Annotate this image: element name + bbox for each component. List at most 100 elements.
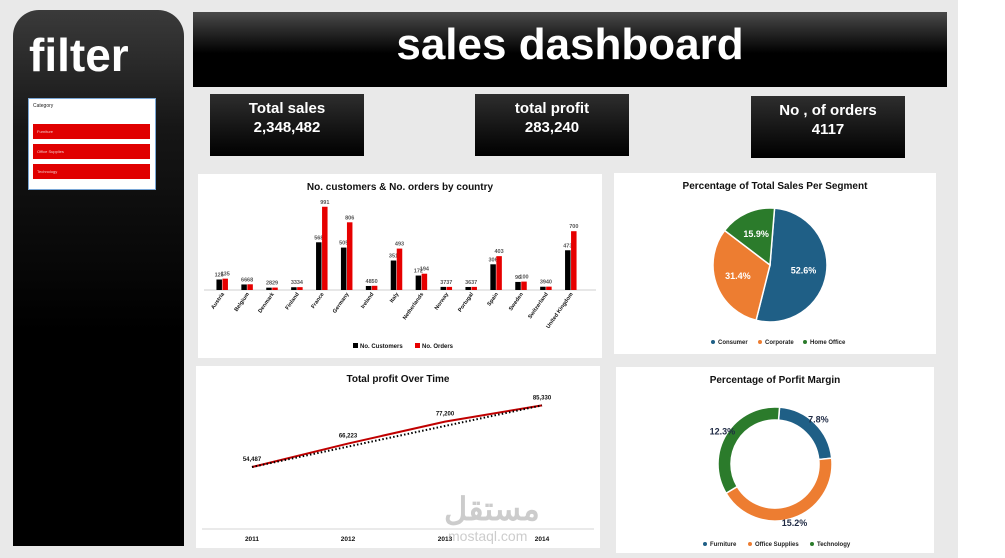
bar xyxy=(421,273,428,290)
legend-label: Corporate xyxy=(765,340,794,346)
data-label: 700 xyxy=(569,224,578,230)
tick-label: 2012 xyxy=(341,536,356,543)
bar xyxy=(266,287,272,290)
chart-title: No. customers & No. orders by country xyxy=(306,182,494,193)
data-label: 77,200 xyxy=(436,412,455,418)
data-label: 7.8% xyxy=(808,415,829,425)
kpi-value: 283,240 xyxy=(524,119,580,136)
trendline xyxy=(251,404,543,469)
tick-label: Switzerland xyxy=(527,292,549,320)
data-label: 12.3% xyxy=(710,426,736,436)
legend-label: Technology xyxy=(817,542,851,548)
pie-slice xyxy=(755,207,828,323)
pie-slice xyxy=(723,207,776,267)
bar xyxy=(297,287,303,290)
kpi-total-profit: total profit 283,240 xyxy=(475,94,629,156)
chart-title: Percentage of Total Sales Per Segment xyxy=(682,181,868,192)
kpi-value: 2,348,482 xyxy=(253,119,321,136)
slicer-header: Category xyxy=(33,103,54,109)
bar xyxy=(340,247,347,290)
watermark-logo: مستقل xyxy=(444,491,540,527)
data-label: 66,223 xyxy=(339,434,358,440)
legend-swatch xyxy=(748,542,752,546)
margin-donut-panel: Percentage of Porfit Margin 7.8% 15.2% 12.… xyxy=(616,367,934,553)
tick-label: United Kingdom xyxy=(545,292,574,330)
bar xyxy=(515,281,521,290)
kpi-label: total profit xyxy=(514,100,590,117)
tick-label: Denmark xyxy=(257,291,276,314)
data-label: 15.9% xyxy=(743,229,769,239)
line-chart-panel: Total profit Over Time 54,487 2011 66,223 2… xyxy=(196,366,600,548)
data-label: 28 xyxy=(266,281,272,287)
legend-swatch xyxy=(353,343,358,348)
bar xyxy=(521,281,527,290)
pie-slice xyxy=(725,457,833,522)
bar xyxy=(222,278,228,290)
bar xyxy=(216,279,222,290)
pie-slice xyxy=(717,406,781,495)
legend-label: Office Supplies xyxy=(755,542,799,548)
data-label: 806 xyxy=(345,215,354,221)
data-label: 85,330 xyxy=(533,395,552,401)
bar xyxy=(371,285,378,290)
margin-donut-chart: 7.8% 15.2% 12.3% Furniture Office Supplies Te… xyxy=(703,406,851,548)
data-label: 306 xyxy=(489,257,498,263)
tick-label: Finland xyxy=(285,292,301,311)
bar xyxy=(446,286,453,290)
tick-label: Austria xyxy=(210,291,226,311)
bar xyxy=(471,286,477,290)
tick-label: 2014 xyxy=(535,536,550,543)
bar xyxy=(272,287,278,290)
tick-label: 2013 xyxy=(438,536,453,543)
bar xyxy=(465,286,471,290)
legend-swatch xyxy=(758,340,762,344)
filter-sidebar: filter Category Furniture Office Supplie… xyxy=(13,10,184,546)
data-label: 15.2% xyxy=(782,518,808,528)
data-label: 33 xyxy=(291,280,297,286)
tick-label: Belgium xyxy=(234,292,251,313)
tick-label: Spain xyxy=(486,291,500,307)
bar xyxy=(415,275,422,290)
legend-label: No. Orders xyxy=(422,344,454,350)
slicer-item-technology[interactable]: Technology xyxy=(33,164,150,179)
legend-swatch xyxy=(711,340,715,344)
data-label: 505 xyxy=(339,241,348,247)
category-slicer[interactable]: Category Furniture Office Supplies Techn… xyxy=(28,98,156,190)
page-title: sales dashboard xyxy=(396,20,744,69)
pie-slice xyxy=(712,229,771,322)
data-label: 473 xyxy=(563,243,572,249)
data-label: 991 xyxy=(320,200,329,206)
tick-label: Sweden xyxy=(508,291,525,312)
data-label: 96 xyxy=(515,275,521,281)
bar xyxy=(322,206,328,290)
bar xyxy=(241,284,247,290)
data-label: 34 xyxy=(297,280,304,286)
data-label: 54,487 xyxy=(243,457,262,463)
data-label: 135 xyxy=(221,272,230,278)
segment-pie-panel: Percentage of Total Sales Per Segment 52… xyxy=(614,173,936,354)
data-label: 48 xyxy=(366,279,372,285)
bar-chart-panel: No. customers & No. orders by country 12… xyxy=(198,174,602,358)
slicer-item-furniture[interactable]: Furniture xyxy=(33,124,150,139)
bar xyxy=(571,231,577,290)
tick-label: 2011 xyxy=(245,536,259,543)
legend-label: No. Customers xyxy=(360,344,403,350)
data-label: 37 xyxy=(446,280,452,286)
tick-label: Ireland xyxy=(360,292,375,310)
legend-label: Home Office xyxy=(810,340,846,346)
tick-label: Germany xyxy=(332,291,351,315)
kpi-label: Total sales xyxy=(248,100,326,117)
data-label: 52.6% xyxy=(791,266,817,276)
bar xyxy=(390,260,397,290)
bar xyxy=(565,250,571,290)
data-label: 172 xyxy=(414,269,423,275)
kpi-value: 4117 xyxy=(811,121,845,138)
kpi-orders: No , of orders 4117 xyxy=(751,96,905,158)
series-line xyxy=(251,404,543,468)
data-label: 351 xyxy=(389,254,398,260)
bar xyxy=(496,256,502,290)
tick-label: Norway xyxy=(434,291,451,311)
slicer-item-office-supplies[interactable]: Office Supplies xyxy=(33,144,150,159)
watermark-text: mostaql.com xyxy=(448,528,528,544)
